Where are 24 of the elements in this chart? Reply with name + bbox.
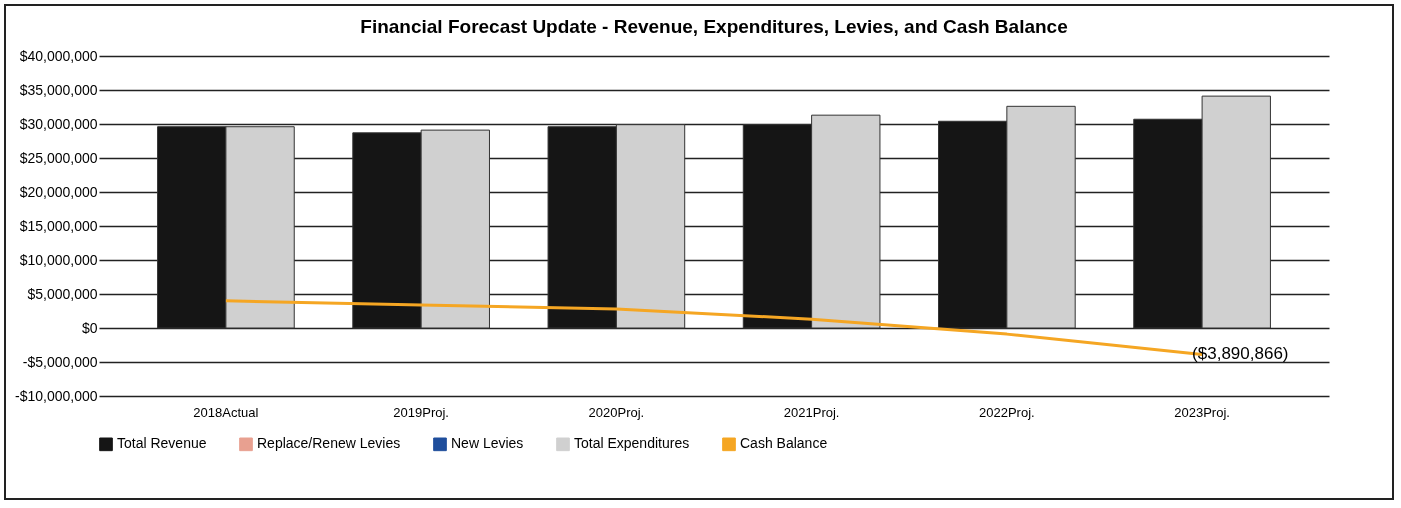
legend-label: New Levies <box>451 435 524 452</box>
y-tick-label: $35,000,000 <box>19 81 98 98</box>
y-tick-label: $20,000,000 <box>19 183 98 200</box>
y-tick-label: -$10,000,000 <box>14 387 98 404</box>
x-tick-label: 2018Actual <box>193 404 259 420</box>
y-tick-label: $30,000,000 <box>19 115 98 132</box>
y-tick-label: $15,000,000 <box>19 217 98 234</box>
legend-label: Total Expenditures <box>574 435 690 452</box>
x-tick-label: 2019Proj. <box>393 404 449 420</box>
x-tick-label: 2020Proj. <box>588 404 645 420</box>
chart-title: Financial Forecast Update - Revenue, Expenditures, Levies, and Cash Balance <box>360 16 1068 37</box>
y-tick-label: $5,000,000 <box>27 285 98 302</box>
legend-label: Cash Balance <box>740 435 828 452</box>
y-tick-label: $25,000,000 <box>19 149 98 166</box>
x-tick-label: 2023Proj. <box>1174 404 1230 420</box>
y-tick-label: $0 <box>81 319 98 336</box>
y-tick-label: $10,000,000 <box>19 251 98 268</box>
data-label: ($3,890,866) <box>1192 344 1289 364</box>
legend-label: Total Revenue <box>117 435 207 452</box>
x-tick-label: 2022Proj. <box>979 404 1035 420</box>
x-tick-label: 2021Proj. <box>783 404 840 420</box>
y-tick-label: -$5,000,000 <box>22 353 98 370</box>
y-tick-label: $40,000,000 <box>19 47 98 64</box>
legend-label: Replace/Renew Levies <box>257 435 401 452</box>
